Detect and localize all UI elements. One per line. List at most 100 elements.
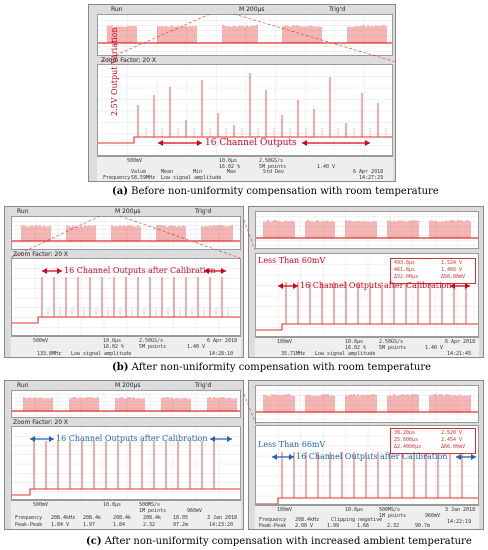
rate-2: 5M points: [139, 344, 166, 350]
row2-std: 97.2m: [173, 522, 188, 528]
caption-b-tag: (b): [112, 362, 128, 373]
caption-a: (a) Before non-uniformity compensation w…: [112, 186, 439, 197]
row1-std: 18.05: [173, 515, 188, 521]
row2-value: 1.84 V: [51, 522, 69, 528]
col-std: Std Dev: [263, 169, 284, 175]
scale-2: 16.02 %: [103, 344, 124, 350]
cursor-3b: Δ58.00mV: [441, 274, 465, 280]
freq-value: 58.59MHz: [131, 175, 155, 181]
cursor-readout: 38.20μs 2.520 V 25.600μs 2.454 V Δ2.4000…: [390, 428, 476, 454]
freq-value: 35.71MHz: [281, 351, 305, 357]
freq-label: Frequency: [103, 175, 130, 181]
less-than-annotation-c: Less Than 66mV: [258, 440, 325, 449]
row1-max: 208.4k: [143, 515, 161, 521]
zoom-screen: 38.20μs 2.520 V 25.600μs 2.454 V Δ2.4000…: [255, 425, 479, 505]
run-label: Run: [17, 208, 29, 215]
time: 14:21:45: [447, 351, 471, 357]
trig-level: 1.40 V: [187, 344, 205, 350]
outputs-annotation-b-right: 16 Channel Outputs after Calibration: [300, 281, 451, 290]
caption-b-text: After non-uniformity compensation with r…: [132, 362, 431, 373]
row2-min: 1.66: [357, 523, 369, 529]
outputs-annotation-a: 16 Channel Outputs: [205, 138, 297, 148]
row1-mean: 208.4k: [83, 515, 101, 521]
freq-note: Low signal amplitude: [71, 351, 131, 357]
rate-2: 1M points: [379, 513, 406, 519]
less-than-annotation-b: Less Than 60mV: [258, 256, 325, 265]
run-label: Run: [111, 6, 123, 13]
row1-label: Frequency: [15, 515, 42, 521]
freq-value: 133.8MHz: [37, 351, 61, 357]
row2-mean: 1.99: [327, 523, 339, 529]
trig-level: 960mV: [187, 508, 202, 514]
row2-mean: 1.97: [83, 522, 95, 528]
zoom-label: Zoom Factor: 20 X: [13, 419, 68, 426]
info-bar: 100mV 10.0μs 500MS/s 1M points 960mV 3 J…: [255, 505, 479, 529]
trig-label: Trig'd: [195, 208, 211, 215]
cursor-1a: 38.20μs: [394, 430, 415, 436]
trig-level: 1.40 V: [317, 164, 335, 170]
trig-level: 1.40 V: [425, 345, 443, 351]
caption-a-text: Before non-uniformity compensation with …: [131, 186, 439, 197]
trig-label: Trig'd: [195, 382, 211, 389]
row2-max: 2.32: [143, 522, 155, 528]
cursor-1b: 2.520 V: [441, 430, 462, 436]
overview-screen: [255, 385, 479, 423]
outputs-annotation-b-left: 16 Channel Outputs after Calibration: [64, 266, 215, 275]
overview-trace: [98, 15, 393, 56]
row2-label: Peak-Peak: [259, 523, 286, 529]
cursor-2b: 2.454 V: [441, 437, 462, 443]
overview-screen: [11, 216, 241, 250]
cursor-2b: 1.466 V: [441, 267, 462, 273]
info-bar: 500mV 10.0μs 16.02 % 2.50GS/s 5M points …: [97, 156, 393, 181]
cursor-1b: 1.524 V: [441, 260, 462, 266]
scope-a: Run M 200μs Trig'd Zoom Factor: 20 X 500…: [88, 4, 396, 182]
cursor-3a: Δ2.4000μs: [394, 444, 421, 450]
caption-b: (b) After non-uniformity compensation wi…: [112, 362, 431, 373]
row2-max: 2.32: [387, 523, 399, 529]
overview-screen: [11, 390, 241, 418]
run-label: Run: [17, 382, 29, 389]
date: 6 Apr 2018: [445, 339, 475, 345]
cursor-3a: Δ32.00μs: [394, 274, 418, 280]
ch2-scale: 100mV: [277, 507, 292, 513]
timebase-label: M 200μs: [115, 208, 140, 215]
date: 3 Jan 2018: [207, 515, 237, 521]
cursor-1a: 493.8μs: [394, 260, 415, 266]
rate-2: 5M points: [379, 345, 406, 351]
overview-screen: [97, 14, 393, 56]
ch2-scale: 500mV: [127, 158, 142, 164]
overview-trace: [256, 212, 479, 249]
row2-std: 90.7m: [415, 523, 430, 529]
date: 6 Apr 2018: [207, 338, 237, 344]
ch2-scale: 500mV: [33, 502, 48, 508]
time: 14:22:19: [447, 519, 471, 525]
cursor-3b: Δ66.00mV: [441, 444, 465, 450]
row2-label: Peak-Peak: [15, 522, 42, 528]
scale-1: 10.0μs: [345, 507, 363, 513]
ch2-scale: 500mV: [33, 338, 48, 344]
info-bar: 100mV 10.0μs 16.02 % 2.50GS/s 5M points …: [255, 337, 479, 357]
trig-label: Trig'd: [329, 6, 345, 13]
trig-level: 960mV: [425, 513, 440, 519]
time: 14:27:29: [359, 175, 383, 181]
freq-note: Low signal amplitude: [161, 175, 221, 181]
row1-value: 208.4kHz: [51, 515, 75, 521]
overview-trace: [12, 391, 241, 418]
caption-c: (c) After non-uniformity compensation wi…: [86, 536, 472, 547]
cursor-2a: 461.8μs: [394, 267, 415, 273]
variation-annotation: 2.5V Output Variation: [110, 27, 119, 116]
row2-value: 2.00 V: [295, 523, 313, 529]
scale-1: 10.0μs: [103, 502, 121, 508]
row1-min: 208.4k: [113, 515, 131, 521]
rate-2: 1M points: [139, 508, 166, 514]
overview-trace: [256, 386, 479, 423]
date: 3 Jan 2018: [445, 507, 475, 513]
outputs-annotation-c-left: 16 Channel Outputs after Calibration: [56, 434, 207, 443]
info-bar: 500mV 10.0μs 16.02 % 2.50GS/s 5M points …: [11, 336, 241, 357]
zoom-label: Zoom Factor: 20 X: [13, 251, 68, 258]
row2-min: 1.84: [113, 522, 125, 528]
caption-a-tag: (a): [112, 186, 128, 197]
caption-c-text: After non-uniformity compensation with i…: [105, 536, 472, 547]
time: 14:23:20: [209, 522, 233, 528]
